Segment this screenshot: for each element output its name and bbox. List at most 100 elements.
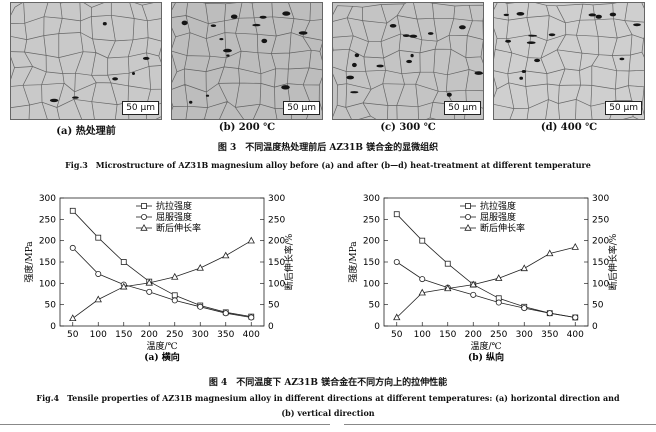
series-line-triangle (396, 246, 576, 318)
micrograph-background (172, 3, 322, 119)
legend-label: 断后伸长率 (480, 222, 525, 234)
x-tick-label: 400 (567, 330, 584, 340)
page-rule-right (344, 424, 656, 431)
precipitate (350, 91, 359, 94)
chart-horizontal: 0 0 50 50 100 100 150 150 200 200 250 250 300 300 50 10… (12, 184, 312, 370)
precipitate (132, 72, 135, 75)
precipitate (503, 13, 509, 17)
precipitate (459, 25, 466, 30)
y-tick-label: 100 (39, 279, 56, 289)
y-axis-label: 强度/MPa (347, 241, 359, 283)
y2-axis-label: 断后伸长率/% (283, 233, 295, 290)
x-tick-label: 200 (141, 330, 158, 340)
precipitate (619, 57, 625, 61)
data-point-triangle (546, 249, 554, 257)
x-tick-label: 400 (243, 330, 260, 340)
data-point-square (419, 237, 426, 244)
precipitate (410, 53, 414, 58)
y2-tick-label: 250 (592, 215, 609, 225)
y-tick-label: 300 (39, 194, 56, 204)
precipitate (226, 54, 230, 57)
y2-tick-label: 300 (268, 194, 285, 204)
y2-tick-label: 200 (592, 237, 609, 247)
x-tick-label: 50 (391, 330, 403, 340)
precipitate (534, 58, 541, 63)
data-point-circle (495, 299, 502, 306)
data-point-circle (95, 270, 102, 277)
y2-tick-label: 100 (592, 279, 609, 289)
scale-bar-label: 50 µm (122, 101, 159, 115)
data-point-circle (222, 310, 229, 317)
legend-label: 断后伸长率 (156, 222, 201, 234)
data-point-square (444, 260, 451, 267)
x-axis-label: 温度/℃ (146, 340, 177, 352)
y-tick-label: 300 (363, 194, 380, 204)
data-point-circle (521, 305, 528, 312)
data-point-square (69, 207, 76, 214)
micrograph-caption-a: (a) 热处理前 (56, 126, 116, 137)
chart-svg-horizontal: 0 0 50 50 100 100 150 150 200 200 250 250 300 300 50 10… (23, 194, 295, 363)
x-tick-label: 100 (414, 330, 431, 340)
y2-tick-label: 250 (268, 215, 285, 225)
data-point-circle (393, 259, 400, 266)
y-tick-label: 250 (363, 215, 380, 225)
precipitate (282, 11, 291, 16)
precipitate (609, 12, 617, 17)
figure4-caption-en-line2: (b) vertical direction (281, 408, 375, 418)
data-point-triangle (444, 284, 452, 292)
data-point-circle (171, 297, 178, 304)
page-rule-left (0, 424, 330, 431)
precipitate (505, 39, 511, 43)
micrograph-panel-c: 50 µm (c) 300 ℃ (332, 2, 484, 134)
y-tick-label: 250 (39, 215, 56, 225)
micrograph-image-d (493, 2, 645, 120)
precipitate (526, 41, 536, 44)
data-point-square (171, 292, 178, 299)
grain-boundaries (333, 3, 483, 119)
precipitate (259, 15, 267, 19)
micrograph-caption-c: (c) 300 ℃ (380, 122, 436, 133)
y-tick-label: 150 (363, 258, 380, 268)
data-point-triangle (469, 280, 477, 288)
x-tick-label: 150 (439, 330, 456, 340)
series-line-circle (396, 261, 576, 318)
data-point-circle (69, 244, 76, 251)
data-point-triangle (222, 251, 230, 259)
data-point-square (95, 234, 102, 241)
y-tick-label: 200 (39, 237, 56, 247)
data-point-triangle (145, 278, 153, 286)
precipitate (446, 92, 452, 97)
grain-boundaries (494, 3, 644, 119)
legend-marker-square (465, 203, 471, 209)
scale-bar-label: 50 µm (283, 101, 320, 115)
figure4-caption-cn: 图 4 不同温度下 AZ31B 镁合金在不同方向上的拉伸性能 (208, 378, 448, 388)
y-tick-label: 0 (50, 322, 56, 332)
precipitate (112, 77, 118, 81)
micrograph-image-c (332, 2, 484, 120)
y-tick-label: 50 (45, 301, 57, 311)
x-tick-label: 100 (90, 330, 107, 340)
precipitate (427, 32, 434, 35)
precipitate (548, 33, 556, 37)
data-point-triangle (247, 236, 255, 244)
y2-tick-label: 300 (592, 194, 609, 204)
legend-marker-circle (464, 213, 471, 220)
chart-vertical: 0 0 50 50 100 100 150 150 200 200 250 250 300 300 50 10… (336, 184, 636, 370)
legend-label: 抗拉强度 (156, 200, 192, 212)
precipitate (354, 53, 360, 58)
legend-marker-square (141, 203, 147, 209)
x-tick-label: 150 (115, 330, 132, 340)
precipitate (633, 23, 641, 27)
precipitate (516, 12, 525, 16)
data-point-square (120, 259, 127, 265)
data-point-circle (572, 314, 579, 321)
legend-label: 抗拉强度 (480, 200, 516, 212)
precipitate (521, 70, 527, 73)
precipitate (210, 24, 217, 28)
micrograph-image-a (10, 2, 162, 120)
micrograph-panel-a: 50 µm (a) 热处理前 (10, 2, 162, 137)
precipitate (223, 48, 232, 53)
legend-marker-circle (140, 213, 147, 220)
micrograph-caption-b: (b) 200 ℃ (218, 122, 276, 133)
precipitate (189, 100, 193, 104)
